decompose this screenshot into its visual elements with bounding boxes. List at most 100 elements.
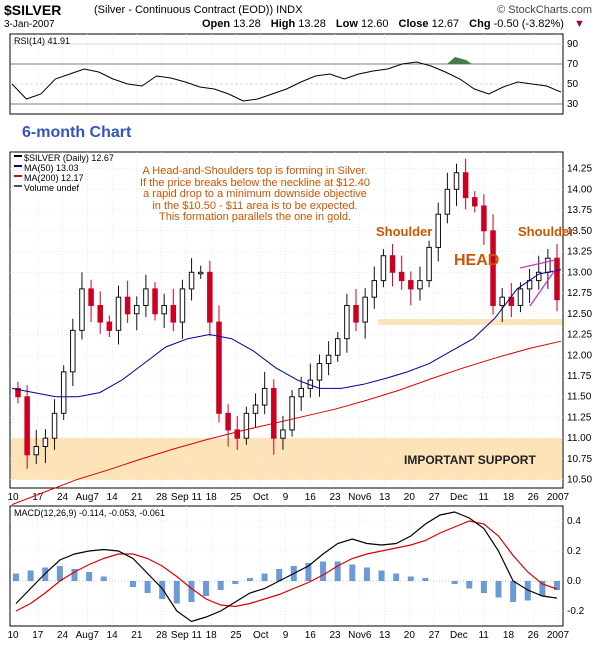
annotation-note: A Head-and-Shoulders top is forming in S… bbox=[110, 165, 400, 224]
x-tick-label: 24 bbox=[57, 630, 69, 641]
macd-histogram-bar bbox=[71, 569, 78, 581]
open-label: Open bbox=[202, 18, 231, 30]
legend-entry: $SILVER (Daily) 12.67 bbox=[24, 153, 114, 163]
x-tick-label: 9 bbox=[283, 492, 289, 503]
macd-signal-line bbox=[15, 520, 558, 612]
y-tick-label: 13.00 bbox=[567, 267, 592, 278]
y-tick-label: 11.00 bbox=[567, 433, 592, 444]
price-candle bbox=[143, 288, 149, 306]
copyright[interactable]: © StockCharts.com bbox=[497, 4, 592, 16]
y-tick-label: 12.50 bbox=[567, 309, 592, 320]
x-tick-label: Aug7 bbox=[76, 492, 100, 503]
macd-tick-label: -0.2 bbox=[567, 606, 585, 617]
open-value: 13.28 bbox=[233, 18, 261, 30]
price-candle bbox=[24, 396, 30, 456]
macd-histogram-bar bbox=[378, 570, 385, 581]
legend-entry: Volume undef bbox=[24, 183, 80, 193]
price-candle bbox=[216, 321, 222, 414]
macd-histogram-bar bbox=[320, 561, 327, 581]
x-tick-label: 18 bbox=[503, 492, 515, 503]
x-tick-label: 17 bbox=[32, 630, 44, 641]
macd-histogram-bar bbox=[554, 581, 560, 590]
macd-histogram-bar bbox=[334, 561, 341, 581]
x-tick-label: 11 bbox=[478, 630, 489, 641]
price-candle bbox=[462, 172, 469, 199]
price-candle bbox=[316, 363, 323, 381]
x-tick-label: 2007 bbox=[547, 492, 570, 503]
support-label: IMPORTANT SUPPORT bbox=[404, 453, 536, 467]
x-tick-label: 20 bbox=[404, 492, 416, 503]
shoulder-left-label: Shoulder bbox=[376, 224, 433, 239]
price-candle bbox=[517, 288, 524, 306]
price-candle bbox=[472, 197, 478, 207]
price-candle bbox=[170, 304, 177, 323]
macd-histogram-bar bbox=[13, 573, 19, 581]
rsi-tick-label: 50 bbox=[567, 79, 579, 90]
macd-histogram-bar bbox=[407, 576, 414, 581]
price-candle bbox=[225, 412, 231, 431]
rsi-line bbox=[11, 61, 562, 102]
rsi-tick-label: 30 bbox=[567, 99, 579, 110]
macd-histogram-bar bbox=[510, 581, 517, 602]
price-candle bbox=[134, 304, 140, 315]
y-tick-label: 14.25 bbox=[567, 164, 592, 175]
date: 3-Jan-2007 bbox=[4, 19, 55, 30]
x-tick-label: 20 bbox=[404, 630, 416, 641]
price-candle bbox=[252, 404, 259, 414]
chart-header: $SILVER (Silver - Continuous Contract (E… bbox=[4, 2, 594, 32]
y-tick-label: 12.75 bbox=[567, 288, 592, 299]
macd-histogram-bar bbox=[232, 581, 239, 584]
price-candle bbox=[298, 387, 304, 398]
high-value: 13.28 bbox=[298, 18, 326, 30]
macd-histogram-bar bbox=[217, 581, 224, 590]
price-candle bbox=[334, 338, 341, 356]
price-candle bbox=[371, 280, 378, 298]
x-tick-label: 25 bbox=[230, 492, 242, 503]
x-tick-label: Oct bbox=[253, 630, 269, 641]
macd-histogram-bar bbox=[129, 581, 136, 587]
price-candle bbox=[499, 296, 505, 306]
price-candle bbox=[234, 429, 241, 439]
macd-histogram-bar bbox=[86, 572, 93, 581]
macd-tick-label: 0.0 bbox=[567, 576, 581, 587]
x-tick-label: 28 bbox=[156, 492, 168, 503]
note-line: A Head-and-Shoulders top is forming in S… bbox=[142, 165, 368, 177]
x-tick-label: 24 bbox=[57, 492, 69, 503]
x-tick-label: 23 bbox=[329, 630, 341, 641]
price-candle bbox=[197, 271, 204, 275]
note-line: a rapid drop to a minimum downside objec… bbox=[143, 188, 367, 200]
price-candle bbox=[417, 280, 423, 290]
macd-histogram-bar bbox=[480, 581, 487, 593]
x-tick-label: 18 bbox=[206, 492, 218, 503]
macd-histogram-bar bbox=[27, 570, 34, 581]
low-value: 12.60 bbox=[360, 18, 389, 30]
macd-histogram-bar bbox=[56, 566, 63, 581]
x-tick-label: 21 bbox=[131, 630, 143, 641]
x-tick-label: 26 bbox=[528, 492, 540, 503]
price-candle bbox=[280, 429, 286, 439]
x-tick-label: 13 bbox=[379, 630, 391, 641]
x-tick-label: 2007 bbox=[547, 630, 570, 641]
price-candle bbox=[398, 271, 405, 282]
x-tick-label: 25 bbox=[230, 630, 242, 641]
wedge-line-upper bbox=[519, 259, 556, 269]
note-line: This formation parallels the one in gold… bbox=[159, 211, 351, 223]
price-candle bbox=[490, 230, 496, 306]
y-tick-label: 11.50 bbox=[567, 392, 592, 403]
y-tick-label: 12.25 bbox=[567, 330, 592, 341]
y-tick-label: 10.75 bbox=[567, 454, 592, 465]
macd-histogram-bar bbox=[246, 578, 253, 581]
close-label: Close bbox=[398, 18, 429, 30]
price-candle bbox=[453, 172, 460, 190]
macd-tick-label: 0.2 bbox=[567, 546, 581, 557]
price-candle bbox=[435, 213, 441, 248]
price-candle bbox=[344, 304, 350, 340]
chart-title: 6-month Chart bbox=[22, 124, 132, 141]
x-tick-label: Dec bbox=[450, 492, 468, 503]
price-candle bbox=[271, 387, 277, 439]
macd-histogram-bar bbox=[276, 569, 283, 581]
price-candle bbox=[554, 257, 560, 301]
macd-histogram-bar bbox=[349, 564, 356, 581]
x-tick-label: Oct bbox=[253, 492, 269, 503]
high-label: High bbox=[270, 18, 296, 30]
